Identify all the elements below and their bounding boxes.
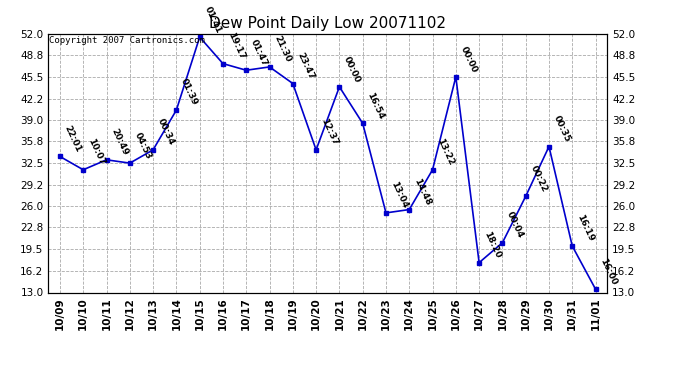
Text: 21:30: 21:30: [273, 34, 293, 64]
Text: 16:54: 16:54: [366, 91, 386, 120]
Text: 01:41: 01:41: [202, 4, 223, 34]
Text: 13:04: 13:04: [388, 180, 409, 210]
Text: 20:49: 20:49: [109, 127, 130, 157]
Text: 00:00: 00:00: [459, 45, 479, 74]
Title: Dew Point Daily Low 20071102: Dew Point Daily Low 20071102: [209, 16, 446, 31]
Text: 00:35: 00:35: [552, 114, 572, 144]
Text: 00:34: 00:34: [156, 117, 176, 147]
Text: Copyright 2007 Cartronics.com: Copyright 2007 Cartronics.com: [50, 36, 206, 45]
Text: 04:53: 04:53: [132, 130, 153, 160]
Text: 19:17: 19:17: [226, 31, 246, 61]
Text: 16:00: 16:00: [598, 257, 618, 286]
Text: 16:19: 16:19: [575, 213, 595, 243]
Text: 14:48: 14:48: [412, 177, 433, 207]
Text: 22:01: 22:01: [63, 124, 83, 154]
Text: 01:47: 01:47: [249, 38, 269, 68]
Text: 23:47: 23:47: [295, 51, 316, 81]
Text: 00:04: 00:04: [505, 210, 525, 240]
Text: 18:20: 18:20: [482, 230, 502, 260]
Text: 10:07: 10:07: [86, 137, 106, 167]
Text: 13:22: 13:22: [435, 137, 455, 167]
Text: 00:22: 00:22: [529, 164, 549, 194]
Text: 12:37: 12:37: [319, 117, 339, 147]
Text: 01:39: 01:39: [179, 78, 199, 107]
Text: 00:00: 00:00: [342, 55, 362, 84]
